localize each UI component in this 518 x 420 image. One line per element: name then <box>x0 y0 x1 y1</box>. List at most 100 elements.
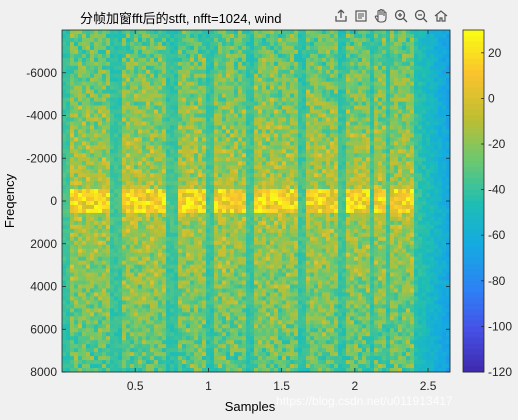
heatmap-cell <box>214 224 219 230</box>
heatmap-cell <box>282 93 287 99</box>
heatmap-cell <box>242 145 247 150</box>
heatmap-cell <box>162 284 167 289</box>
spectrogram-heatmap[interactable] <box>62 30 451 373</box>
heatmap-cell <box>238 137 243 142</box>
heatmap-cell <box>138 57 143 63</box>
heatmap-cell <box>270 332 275 337</box>
heatmap-cell <box>254 352 259 357</box>
heatmap-cell <box>82 201 87 206</box>
heatmap-cell <box>234 49 239 55</box>
heatmap-cell <box>138 280 143 285</box>
heatmap-cell <box>178 177 183 182</box>
heatmap-cell <box>166 157 171 162</box>
heatmap-cell <box>246 284 251 289</box>
heatmap-cell <box>274 212 279 218</box>
heatmap-cell <box>118 113 123 118</box>
heatmap-cell <box>170 101 175 106</box>
heatmap-cell <box>202 244 207 250</box>
heatmap-cell <box>178 129 183 134</box>
heatmap-cell <box>262 368 267 373</box>
heatmap-cell <box>218 340 223 345</box>
heatmap-cell <box>74 252 79 258</box>
heatmap-cell <box>206 89 211 95</box>
heatmap-cell <box>246 37 251 43</box>
heatmap-cell <box>138 189 143 194</box>
heatmap-cell <box>154 204 159 210</box>
heatmap-cell <box>170 312 175 317</box>
heatmap-cell <box>290 37 295 43</box>
heatmap-cell <box>78 129 83 134</box>
heatmap-cell <box>234 280 239 285</box>
heatmap-cell <box>174 228 179 234</box>
heatmap-cell <box>202 216 207 222</box>
heatmap-cell <box>62 61 67 67</box>
heatmap-cell <box>270 197 275 202</box>
heatmap-cell <box>154 360 159 365</box>
heatmap-cell <box>198 304 203 309</box>
heatmap-cell <box>214 30 219 35</box>
heatmap-cell <box>190 165 195 170</box>
heatmap-cell <box>218 77 223 83</box>
heatmap-cell <box>190 149 195 154</box>
heatmap-cell <box>154 81 159 87</box>
heatmap-cell <box>138 336 143 341</box>
heatmap-cell <box>170 212 175 218</box>
heatmap-cell <box>118 228 123 234</box>
heatmap-cell <box>142 212 147 218</box>
heatmap-cell <box>118 157 123 162</box>
heatmap-cell <box>114 252 119 258</box>
heatmap-cell <box>246 300 251 305</box>
heatmap-cell <box>254 101 259 106</box>
heatmap-cell <box>262 264 267 270</box>
heatmap-cell <box>102 224 107 230</box>
heatmap-cell <box>242 340 247 345</box>
heatmap-cell <box>138 93 143 99</box>
heatmap-cell <box>82 189 87 194</box>
heatmap-cell <box>170 37 175 43</box>
heatmap-cell <box>146 232 151 238</box>
heatmap-cell <box>82 53 87 59</box>
heatmap-cell <box>250 41 255 47</box>
heatmap-cell <box>218 268 223 273</box>
heatmap-cell <box>270 145 275 150</box>
heatmap-cell <box>102 57 107 63</box>
heatmap-cell <box>282 141 287 146</box>
heatmap-cell <box>150 77 155 83</box>
heatmap-cell <box>250 264 255 270</box>
heatmap-cell <box>110 161 115 166</box>
heatmap-cell <box>114 41 119 47</box>
heatmap-cell <box>210 336 215 341</box>
heatmap-cell <box>66 336 71 341</box>
heatmap-cell <box>258 177 263 182</box>
heatmap-cell <box>122 157 127 162</box>
heatmap-cell <box>250 356 255 361</box>
heatmap-cell <box>150 236 155 242</box>
heatmap-cell <box>182 81 187 87</box>
heatmap-cell <box>222 93 227 99</box>
heatmap-cell <box>102 328 107 333</box>
heatmap-cell <box>106 161 111 166</box>
heatmap-cell <box>102 252 107 258</box>
heatmap-cell <box>226 113 231 118</box>
heatmap-cell <box>70 81 75 87</box>
heatmap-cell <box>174 276 179 281</box>
heatmap-cell <box>158 197 163 202</box>
heatmap-cell <box>154 268 159 273</box>
heatmap-cell <box>222 212 227 218</box>
heatmap-cell <box>230 161 235 166</box>
heatmap-cell <box>274 85 279 91</box>
heatmap-cell <box>282 73 287 79</box>
heatmap-cell <box>210 113 215 118</box>
heatmap-cell <box>262 185 267 190</box>
heatmap-cell <box>162 236 167 242</box>
heatmap-cell <box>146 37 151 43</box>
heatmap-cell <box>126 201 131 206</box>
heatmap-cell <box>222 189 227 194</box>
heatmap-cell <box>266 284 271 289</box>
heatmap-cell <box>238 81 243 87</box>
heatmap-cell <box>178 272 183 277</box>
heatmap-cell <box>134 85 139 91</box>
heatmap-cell <box>214 348 219 353</box>
heatmap-cell <box>242 316 247 321</box>
heatmap-cell <box>286 368 291 373</box>
